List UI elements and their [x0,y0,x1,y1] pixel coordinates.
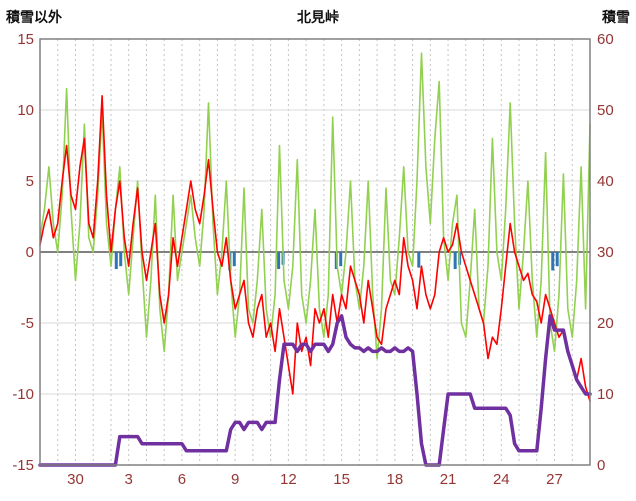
svg-text:21: 21 [440,471,457,488]
chart-title: 北見峠 [297,9,339,25]
svg-text:18: 18 [386,471,403,488]
svg-text:3: 3 [125,471,133,488]
svg-text:40: 40 [597,173,614,190]
svg-text:50: 50 [597,102,614,119]
right-axis-title: 積雪 [602,9,630,25]
svg-text:10: 10 [17,102,34,119]
svg-text:15: 15 [17,31,34,48]
svg-text:12: 12 [280,471,297,488]
svg-text:9: 9 [231,471,239,488]
svg-text:60: 60 [597,31,614,48]
svg-text:-5: -5 [21,315,34,332]
svg-text:15: 15 [333,471,350,488]
svg-text:0: 0 [26,244,34,261]
svg-text:5: 5 [26,173,34,190]
svg-text:30: 30 [67,471,84,488]
svg-text:-15: -15 [12,457,34,474]
svg-text:6: 6 [178,471,186,488]
left-axis-title: 積雪以外 [6,9,62,25]
svg-text:27: 27 [546,471,563,488]
svg-text:20: 20 [597,315,614,332]
svg-text:-10: -10 [12,386,34,403]
svg-text:0: 0 [597,457,605,474]
svg-text:24: 24 [493,471,510,488]
svg-text:30: 30 [597,244,614,261]
svg-text:10: 10 [597,386,614,403]
